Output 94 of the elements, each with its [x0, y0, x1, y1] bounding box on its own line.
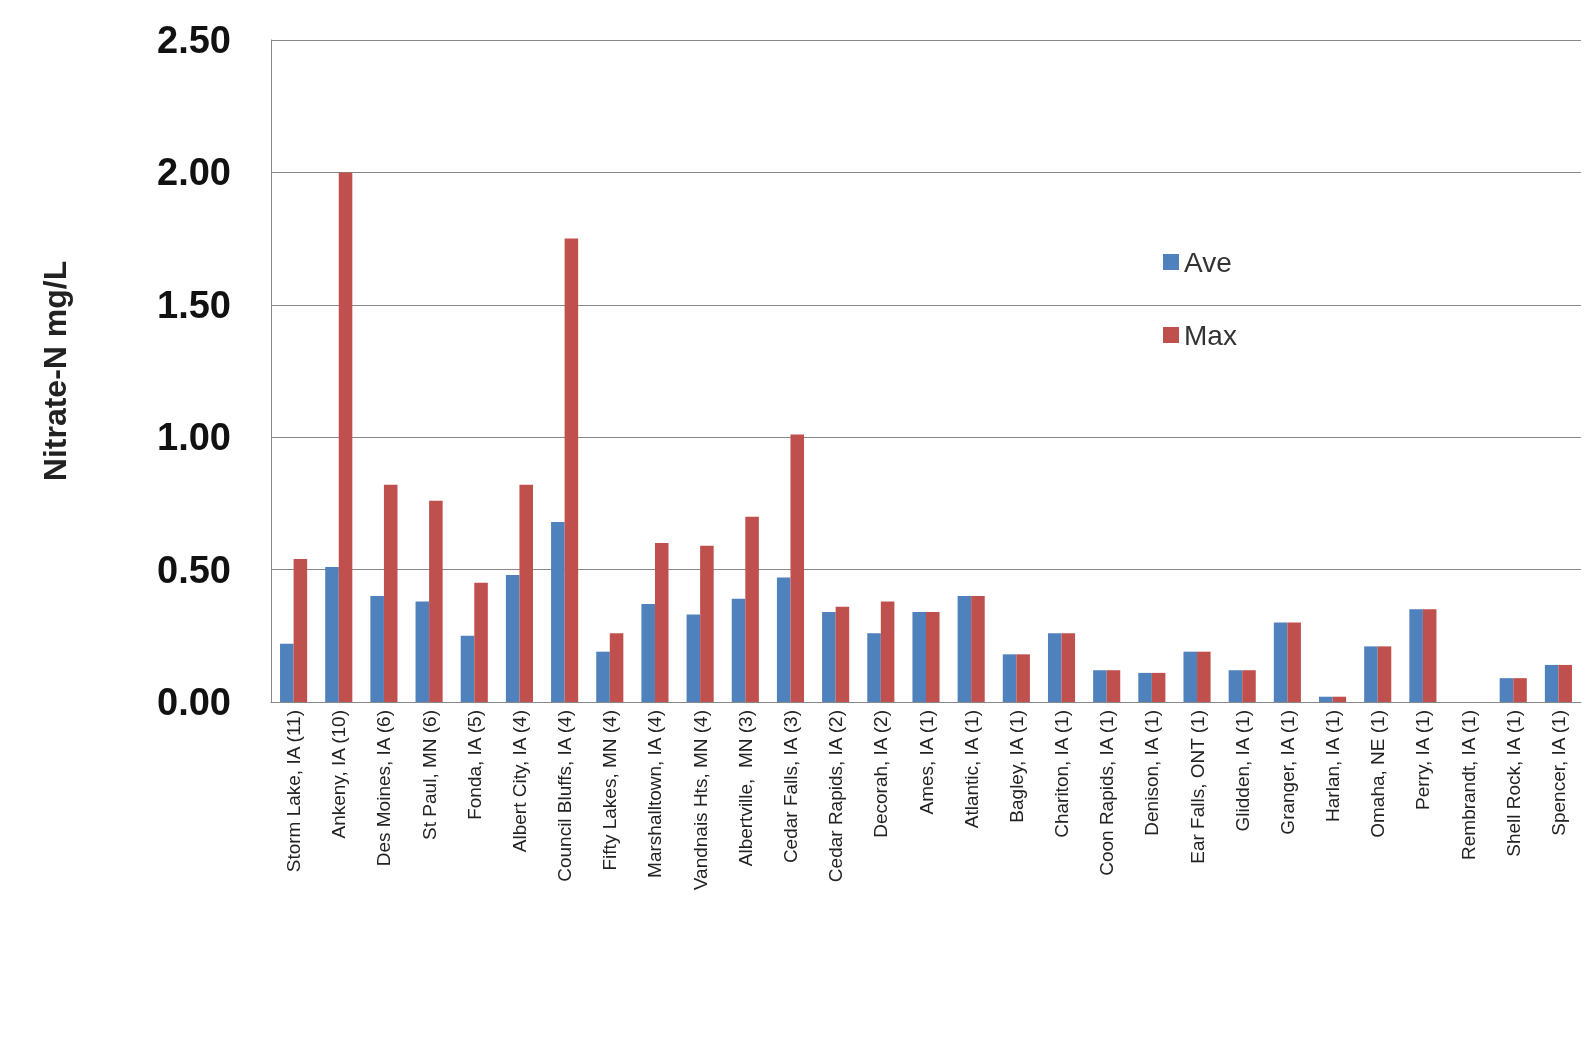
bar	[1422, 609, 1437, 702]
x-tick-label: Coon Rapids, IA (1)	[1096, 710, 1118, 876]
bar	[519, 484, 533, 702]
y-tick-label: 1.00	[157, 416, 231, 459]
bar	[1513, 678, 1527, 702]
x-tick-label: Glidden, IA (1)	[1231, 710, 1253, 832]
bar	[641, 604, 655, 702]
bar	[957, 596, 972, 702]
bar	[790, 434, 805, 702]
bar	[1544, 664, 1559, 702]
bar	[835, 606, 850, 702]
bar	[505, 574, 520, 702]
bar	[415, 601, 430, 702]
bar	[1228, 670, 1243, 702]
bar	[1319, 696, 1333, 702]
y-tick-label: 0.00	[157, 681, 231, 723]
bar	[1016, 654, 1030, 702]
x-tick-label: Marshalltown, IA (4)	[644, 710, 666, 878]
legend-label: Max	[1184, 319, 1237, 351]
bar	[1183, 651, 1198, 702]
x-tick-label: Chariton, IA (1)	[1051, 710, 1073, 838]
bar	[609, 633, 624, 702]
bar	[460, 635, 475, 702]
x-tick-label: Ear Falls, ONT (1)	[1186, 710, 1208, 864]
y-tick-label: 2.00	[157, 151, 231, 194]
x-tick-label: Rembrandt, IA (1)	[1457, 710, 1479, 860]
bar	[1273, 622, 1288, 702]
bar	[1364, 646, 1378, 702]
bar	[1151, 672, 1166, 702]
x-tick-label: Vandnais Hts, MN (4)	[689, 710, 711, 891]
bar	[383, 484, 398, 702]
bar	[1093, 670, 1107, 702]
y-tick-label: 0.50	[157, 548, 231, 591]
bar	[745, 516, 759, 702]
bar	[822, 611, 836, 702]
bar	[429, 500, 443, 702]
bar	[293, 559, 308, 702]
legend-label: Ave	[1184, 246, 1232, 278]
bar	[1377, 646, 1392, 702]
bar	[912, 611, 926, 702]
x-tick-label: Cedar Falls, IA (3)	[779, 710, 801, 864]
bar	[971, 596, 985, 702]
bar	[1106, 670, 1121, 702]
bar	[1197, 651, 1211, 702]
bar	[280, 643, 294, 702]
x-tick-label: Omaha, NE (1)	[1367, 710, 1389, 838]
bar	[700, 545, 714, 702]
bar	[1047, 633, 1062, 702]
bar	[1332, 696, 1347, 702]
x-tick-label: Storm Lake, IA (11)	[283, 710, 305, 873]
x-tick-label: Atlantic, IA (1)	[960, 710, 982, 829]
bar	[880, 601, 895, 702]
x-tick-label: Bagley, IA (1)	[1005, 710, 1027, 823]
x-tick-label: Harlan, IA (1)	[1322, 710, 1344, 822]
bar	[1558, 664, 1572, 702]
x-tick-label: Fonda, IA (5)	[463, 710, 485, 820]
bar	[1499, 678, 1514, 702]
bar	[776, 577, 791, 702]
bar	[370, 596, 384, 702]
bar	[731, 598, 746, 702]
bar	[926, 611, 940, 702]
y-tick-label: 1.50	[157, 283, 231, 326]
x-tick-label: Albert City, IA (4)	[508, 710, 530, 853]
x-tick-label: Shell Rock, IA (1)	[1502, 710, 1524, 857]
bar	[325, 566, 339, 702]
x-tick-label: Denison, IA (1)	[1141, 710, 1163, 836]
y-axis-title: Nitrate-N mg/L	[37, 260, 73, 482]
bar	[867, 633, 881, 702]
bar	[654, 543, 669, 702]
x-tick-label: Ames, IA (1)	[915, 710, 937, 815]
x-tick-label: Ankeny, IA (10)	[328, 710, 350, 839]
bar	[474, 582, 488, 702]
bar	[596, 651, 610, 702]
y-tick-label: 2.50	[157, 19, 231, 61]
x-tick-label: Albertville, MN (3)	[734, 710, 756, 867]
bar	[1002, 654, 1017, 702]
bar	[551, 521, 565, 702]
x-tick-label: Granger, IA (1)	[1276, 710, 1298, 835]
bar	[564, 238, 579, 702]
bar	[1242, 670, 1256, 702]
bar	[1409, 609, 1423, 702]
bar	[1061, 633, 1076, 702]
x-tick-label: Cedar Rapids, IA (2)	[825, 710, 847, 883]
bar	[686, 614, 701, 702]
bar	[1287, 622, 1301, 702]
x-tick-label: Des Moines, IA (6)	[373, 710, 395, 867]
x-tick-label: Fifty Lakes, MN (4)	[599, 710, 621, 871]
bar	[338, 172, 353, 702]
x-tick-label: Spencer, IA (1)	[1547, 710, 1569, 836]
x-tick-label: Council Bluffs, IA (4)	[554, 710, 576, 882]
x-tick-label: Decorah, IA (2)	[870, 710, 892, 838]
bar	[1138, 672, 1152, 702]
x-tick-label: Perry, IA (1)	[1412, 710, 1434, 810]
x-tick-label: St Paul, MN (6)	[418, 710, 440, 840]
